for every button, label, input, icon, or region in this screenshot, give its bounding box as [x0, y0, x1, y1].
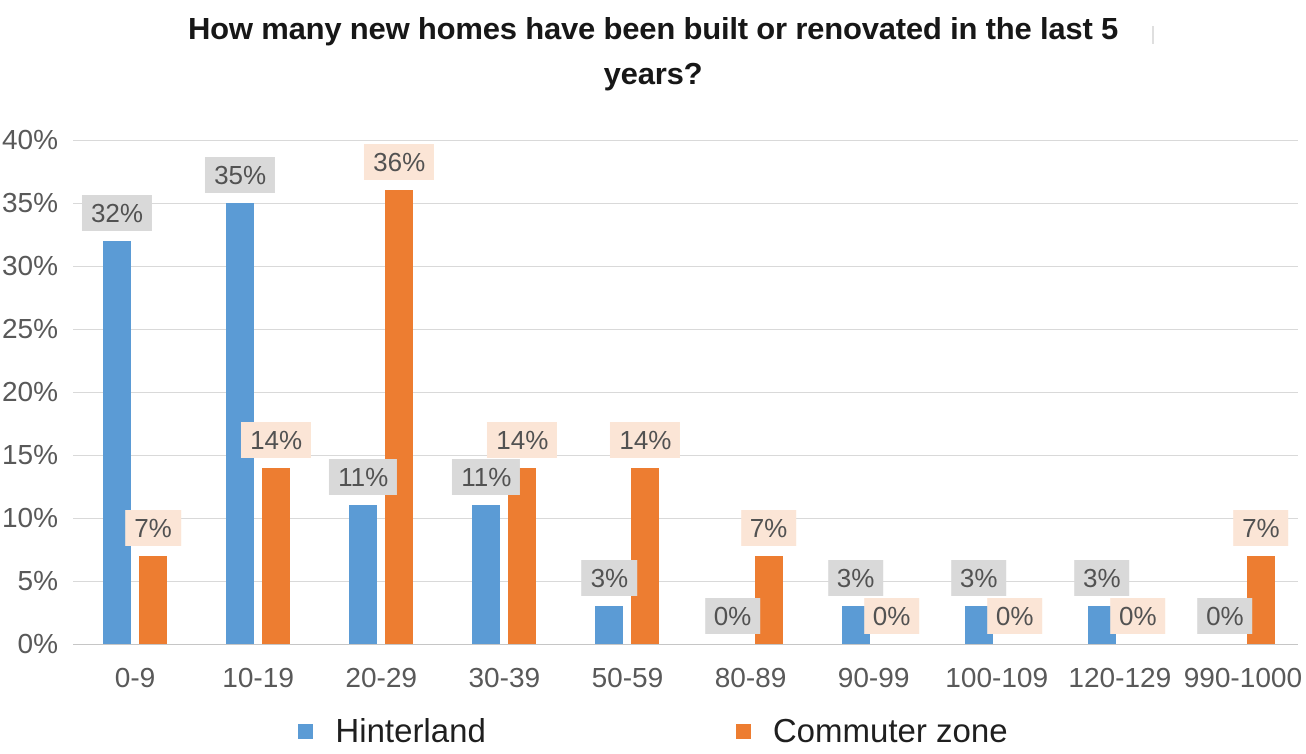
gridline	[73, 518, 1298, 519]
commuter-zone-swatch-icon	[735, 723, 751, 739]
x-axis-line	[73, 644, 1298, 645]
data-label-hinterland-120-129: 3%	[1074, 560, 1130, 597]
gridline	[73, 329, 1298, 330]
legend: Hinterland Commuter zone	[0, 712, 1306, 750]
bar-hinterland-20-29	[349, 505, 378, 644]
data-label-hinterland-10-19: 35%	[205, 157, 276, 193]
data-label-hinterland-90-99: 3%	[827, 560, 884, 597]
x-axis-label-20-29: 20-29	[345, 662, 417, 693]
cursor-artifact	[1152, 26, 1154, 44]
chart-title: How many new homes have been built or re…	[187, 11, 1119, 91]
data-label-commuter-zone-100-109: 0%	[986, 598, 1043, 634]
gridline	[73, 266, 1298, 267]
data-label-commuter-zone-50-59: 14%	[610, 421, 681, 458]
bar-commuter-zone-0-9	[139, 555, 167, 644]
bar-commuter-zone-50-59	[631, 467, 660, 644]
x-axis-label-990-1000: 990-1000	[1183, 662, 1303, 693]
data-label-hinterland-990-1000: 0%	[1197, 598, 1253, 634]
y-axis-tick-label: 30%	[1, 250, 58, 281]
data-label-commuter-zone-10-19: 14%	[241, 421, 312, 458]
y-axis-tick-label: 10%	[1, 502, 58, 533]
data-label-hinterland-100-109: 3%	[950, 560, 1007, 597]
bar-hinterland-0-9	[103, 240, 131, 644]
x-axis-label-120-129: 120-129	[1068, 662, 1172, 693]
legend-label-hinterland: Hinterland	[335, 712, 486, 749]
gridline	[73, 203, 1298, 204]
legend-item-hinterland: Hinterland	[298, 712, 486, 750]
data-label-commuter-zone-0-9: 7%	[125, 509, 181, 546]
data-label-commuter-zone-120-129: 0%	[1110, 598, 1166, 634]
data-label-hinterland-80-89: 0%	[704, 598, 761, 634]
bar-commuter-zone-30-39	[508, 467, 537, 644]
x-axis-label-10-19: 10-19	[222, 662, 294, 693]
y-axis-tick-label: 40%	[1, 124, 58, 155]
x-axis-label-30-39: 30-39	[468, 662, 541, 693]
x-axis-label-80-89: 80-89	[714, 662, 787, 693]
x-axis-label-90-99: 90-99	[837, 662, 910, 693]
gridline	[73, 392, 1298, 393]
data-label-commuter-zone-90-99: 0%	[863, 598, 920, 634]
bar-hinterland-50-59	[595, 606, 624, 644]
gridline	[73, 140, 1298, 141]
data-label-commuter-zone-80-89: 7%	[740, 509, 797, 546]
x-axis-label-50-59: 50-59	[591, 662, 664, 693]
hinterland-swatch-icon	[298, 723, 314, 739]
data-label-commuter-zone-20-29: 36%	[364, 144, 435, 181]
bar-commuter-zone-20-29	[385, 190, 414, 644]
y-axis-tick-label: 25%	[1, 313, 58, 344]
y-axis-tick-label: 5%	[17, 565, 58, 596]
x-axis-label-0-9: 0-9	[114, 662, 156, 693]
legend-label-commuter-zone: Commuter zone	[772, 712, 1008, 749]
y-axis-tick-label: 20%	[1, 376, 58, 407]
data-label-commuter-zone-990-1000: 7%	[1233, 509, 1289, 546]
y-axis-tick-label: 35%	[1, 187, 58, 218]
legend-item-commuter-zone: Commuter zone	[735, 712, 1008, 750]
data-label-hinterland-50-59: 3%	[581, 560, 638, 597]
data-label-hinterland-20-29: 11%	[329, 459, 398, 496]
y-axis-tick-label: 15%	[1, 439, 58, 470]
y-axis-tick-label: 0%	[17, 628, 58, 659]
data-label-hinterland-0-9: 32%	[81, 194, 153, 231]
bar-hinterland-30-39	[472, 505, 501, 644]
x-axis-label-100-109: 100-109	[945, 662, 1049, 693]
gridline	[73, 581, 1298, 582]
data-label-commuter-zone-30-39: 14%	[487, 421, 558, 458]
data-label-hinterland-30-39: 11%	[452, 459, 521, 496]
bar-commuter-zone-10-19	[262, 467, 291, 644]
gridline	[73, 455, 1298, 456]
